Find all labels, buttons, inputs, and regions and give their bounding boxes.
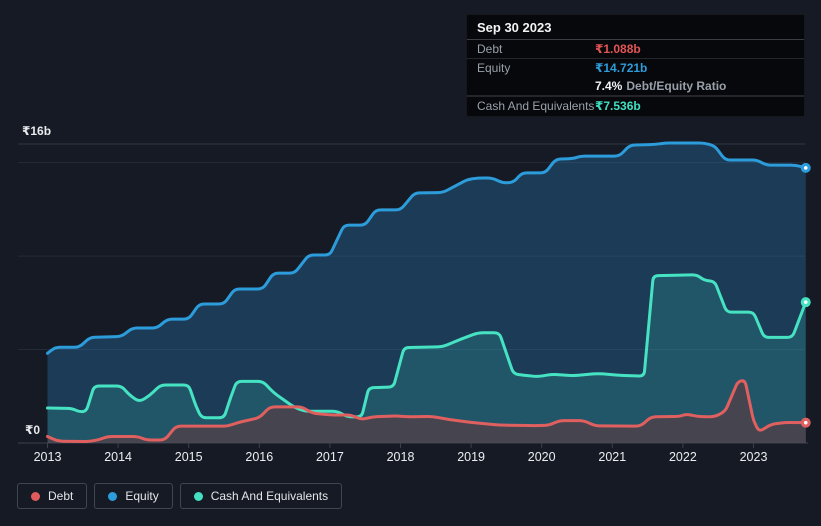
equity-dot-icon <box>108 491 118 501</box>
tooltip-debt-label: Debt <box>477 42 503 56</box>
x-tick-label-2018: 2018 <box>387 450 415 464</box>
tooltip-cash-label: Cash And Equivalents <box>477 99 595 113</box>
tooltip-equity-value: ₹14.721b <box>595 61 648 75</box>
equity-area <box>47 143 806 443</box>
cash-line <box>46 273 808 420</box>
legend-debt-label: Debt <box>48 489 74 503</box>
debt-dot-icon <box>31 491 40 501</box>
x-tick-label-2019: 2019 <box>457 450 485 464</box>
chart-legend: Debt Equity Cash And Equivalents <box>17 483 343 509</box>
x-tick-label-2016: 2016 <box>245 450 273 464</box>
x-tick-label-2023: 2023 <box>740 450 768 464</box>
tooltip-cash-value: ₹7.536b <box>595 99 641 113</box>
y-axis-max-label: ₹16b <box>22 124 52 138</box>
x-tick-label-2021: 2021 <box>598 450 626 464</box>
tooltip-row-cash: Cash And Equivalents ₹7.536b <box>467 96 804 115</box>
tooltip-ratio-value: 7.4% <box>595 79 623 93</box>
legend-equity-label: Equity <box>125 489 159 503</box>
tooltip-row-equity: Equity ₹14.721b <box>467 59 804 77</box>
cash-dot-icon <box>193 491 203 501</box>
cash-end-marker-core <box>803 300 808 304</box>
y-axis-zero-label: ₹0 <box>25 423 41 437</box>
tooltip-row-debt: Debt ₹1.088b <box>467 40 804 59</box>
tooltip-debt-value: ₹1.088b <box>595 42 641 56</box>
tooltip-date: Sep 30 2023 <box>467 15 804 40</box>
legend-item-cash[interactable]: Cash And Equivalents <box>179 483 343 509</box>
x-tick-label-2017: 2017 <box>316 450 344 464</box>
debt-line <box>46 379 808 443</box>
legend-item-equity[interactable]: Equity <box>94 483 173 509</box>
chart-tooltip: Sep 30 2023 Debt ₹1.088b Equity ₹14.721b… <box>466 14 805 117</box>
equity-line <box>46 141 808 355</box>
x-tick-label-2020: 2020 <box>528 450 556 464</box>
debt-end-marker-core <box>803 420 808 425</box>
x-tick-label-2015: 2015 <box>175 450 203 464</box>
equity-end-marker-core <box>803 166 808 170</box>
x-tick-label-2022: 2022 <box>669 450 697 464</box>
x-tick-label-2014: 2014 <box>104 450 132 464</box>
x-tick-label-2013: 2013 <box>34 450 62 464</box>
tooltip-equity-label: Equity <box>477 61 511 75</box>
legend-item-debt[interactable]: Debt <box>17 483 88 509</box>
tooltip-ratio-label: Debt/Equity Ratio <box>626 79 727 93</box>
cash-area <box>47 274 806 443</box>
tooltip-ratio-row: 7.4% Debt/Equity Ratio <box>467 77 804 96</box>
legend-cash-label: Cash And Equivalents <box>210 489 329 503</box>
